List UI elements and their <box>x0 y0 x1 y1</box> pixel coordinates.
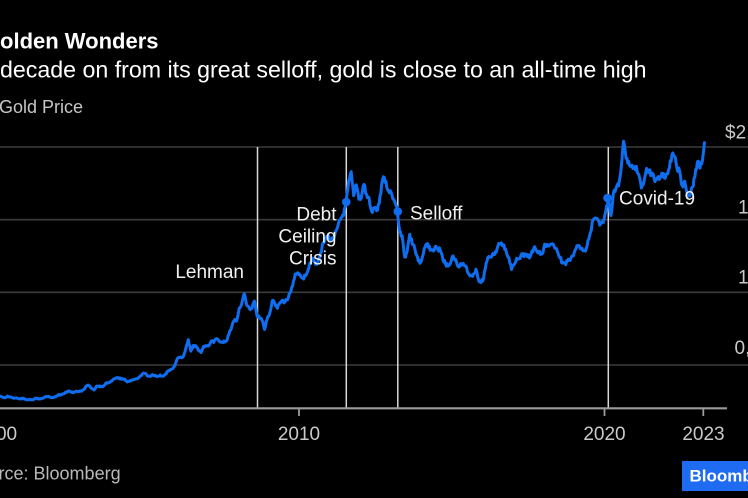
svg-text:Debt: Debt <box>296 205 337 226</box>
svg-text:Golden Wonders: Golden Wonders <box>0 29 159 54</box>
svg-text:Bloomberg: Bloomberg <box>690 466 748 485</box>
svg-text:0,500: 0,500 <box>735 338 748 359</box>
svg-text:2023: 2023 <box>682 424 724 445</box>
svg-text:2010: 2010 <box>278 424 320 445</box>
svg-text:Gold Price: Gold Price <box>0 97 83 117</box>
svg-text:Selloff: Selloff <box>410 204 463 225</box>
svg-text:Covid-19: Covid-19 <box>619 189 695 210</box>
svg-text:2000: 2000 <box>0 424 17 445</box>
svg-text:Source: Bloomberg: Source: Bloomberg <box>0 464 121 484</box>
svg-text:A decade on from its great sel: A decade on from its great selloff, gold… <box>0 57 647 83</box>
svg-text:1,500: 1,500 <box>738 198 748 219</box>
svg-text:Ceiling: Ceiling <box>278 227 336 248</box>
svg-text:Crisis: Crisis <box>289 249 337 270</box>
svg-text:$2,000: $2,000 <box>725 123 748 144</box>
svg-text:1,000: 1,000 <box>738 268 748 289</box>
svg-text:2020: 2020 <box>583 424 625 445</box>
svg-text:Lehman: Lehman <box>175 262 244 283</box>
